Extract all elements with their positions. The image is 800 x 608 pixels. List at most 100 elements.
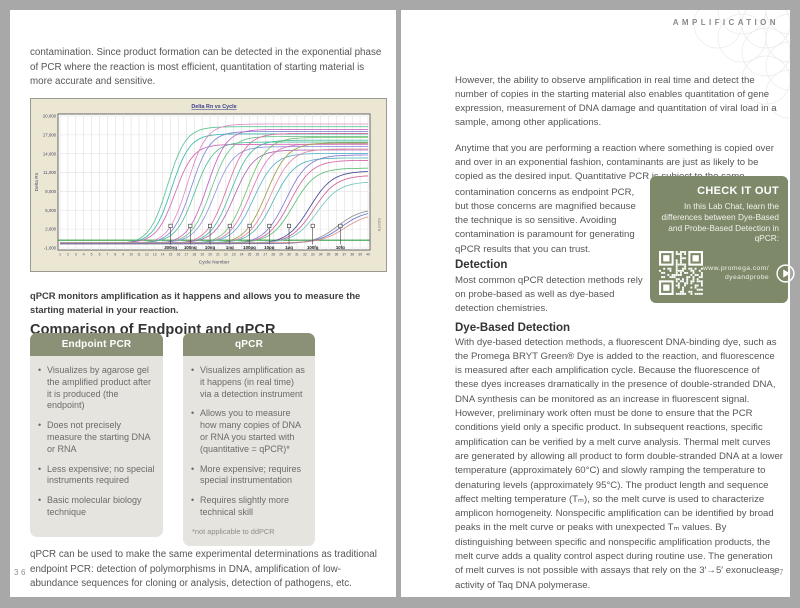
svg-text:1pg: 1pg (285, 245, 293, 250)
svg-text:11,000: 11,000 (43, 170, 56, 175)
svg-text:300ng: 300ng (164, 245, 177, 250)
qpcr-box: qPCR Visualizes amplification as it happ… (183, 333, 315, 546)
intro-paragraph: contamination. Since product formation c… (30, 46, 382, 88)
endpoint-pcr-box-title: Endpoint PCR (30, 333, 163, 356)
svg-text:-1,000: -1,000 (44, 246, 57, 251)
svg-text:19: 19 (200, 253, 204, 257)
svg-text:17,000: 17,000 (43, 132, 57, 137)
svg-text:10fg: 10fg (336, 245, 345, 250)
svg-text:100fg: 100fg (307, 245, 319, 250)
svg-text:12: 12 (145, 253, 149, 257)
svg-text:4: 4 (83, 253, 85, 257)
checkout-url-line1: www.promega.com/ (703, 265, 770, 272)
qr-code[interactable] (659, 251, 703, 295)
svg-text:2,000: 2,000 (45, 227, 56, 232)
svg-text:32: 32 (303, 253, 307, 257)
document-page-right: AMPLIFICATION However, the ability to ob… (401, 10, 795, 597)
svg-text:Delta Rn: Delta Rn (34, 172, 40, 191)
svg-text:21: 21 (216, 253, 220, 257)
svg-text:10: 10 (129, 253, 133, 257)
svg-text:37: 37 (342, 253, 346, 257)
svg-text:30: 30 (287, 253, 291, 257)
body-paragraph-2a: Anytime that you are performing a reacti… (455, 142, 774, 183)
checkout-url-link[interactable]: www.promega.com/ dyeandprobe (703, 264, 775, 282)
body-paragraph-1: However, the ability to observe amplific… (455, 74, 777, 129)
svg-text:18: 18 (192, 253, 196, 257)
figure-caption: qPCR monitors amplification as it happen… (30, 290, 361, 315)
qpcr-bullet: Visualizes amplification as it happens (… (191, 365, 307, 400)
check-it-out-callout: CHECK IT OUT In this Lab Chat, learn the… (650, 176, 795, 303)
svg-text:25: 25 (248, 253, 252, 257)
svg-text:3: 3 (75, 253, 77, 257)
svg-text:36: 36 (335, 253, 339, 257)
qpcr-box-title: qPCR (183, 333, 315, 356)
dye-based-detection-paragraph: With dye-based detection methods, a fluo… (455, 336, 783, 591)
svg-text:100pg: 100pg (243, 245, 256, 250)
endpoint-bullet: Basic molecular biology technique (38, 495, 155, 519)
check-it-out-title: CHECK IT OUT (697, 185, 779, 197)
svg-text:15: 15 (169, 253, 173, 257)
endpoint-bullet: Does not precisely measure the starting … (38, 420, 155, 455)
svg-text:6305TB: 6305TB (377, 218, 381, 232)
svg-text:7: 7 (106, 253, 108, 257)
endpoint-bullet: Visualizes by agarose gel the amplified … (38, 365, 155, 412)
svg-text:5: 5 (91, 253, 93, 257)
endpoint-pcr-box-body: Visualizes by agarose gel the amplified … (30, 356, 163, 537)
body-paragraph-2b: contamination concerns as endpoint PCR, … (455, 186, 636, 255)
check-it-out-footer: www.promega.com/ dyeandprobe (659, 251, 795, 295)
svg-text:1ng: 1ng (226, 245, 234, 250)
qpcr-box-body: Visualizes amplification as it happens (… (183, 356, 315, 546)
svg-text:Delta Rn vs Cycle: Delta Rn vs Cycle (191, 104, 236, 110)
document-page-left: contamination. Since product formation c… (10, 10, 396, 597)
svg-text:8,000: 8,000 (45, 189, 56, 194)
svg-text:9: 9 (122, 253, 124, 257)
svg-text:2: 2 (67, 253, 69, 257)
svg-text:40: 40 (366, 253, 370, 257)
detection-paragraph: Most common qPCR detection methods rely … (455, 274, 643, 315)
svg-text:29: 29 (279, 253, 283, 257)
qpcr-chart-svg: 20,000 17,000 14,000 11,000 8,000 5,000 2,000 -… (30, 98, 387, 272)
qpcr-bullet: More expensive; requires special instrum… (191, 464, 307, 488)
svg-text:26: 26 (256, 253, 260, 257)
outro-paragraph: qPCR can be used to make the same experi… (30, 548, 377, 590)
svg-text:27: 27 (263, 253, 267, 257)
svg-text:38: 38 (350, 253, 354, 257)
svg-text:28: 28 (271, 253, 275, 257)
svg-text:6: 6 (99, 253, 101, 257)
svg-text:1: 1 (59, 253, 61, 257)
svg-text:23: 23 (232, 253, 236, 257)
svg-text:10pg: 10pg (264, 245, 275, 250)
svg-text:14: 14 (161, 253, 165, 257)
svg-text:24: 24 (240, 253, 244, 257)
svg-text:34: 34 (319, 253, 323, 257)
svg-text:8: 8 (114, 253, 116, 257)
qpcr-box-footnote: *not applicable to ddPCR (192, 526, 275, 536)
qpcr-bullet: Requires slightly more technical skill (191, 495, 307, 519)
play-button-icon[interactable] (775, 263, 796, 284)
check-it-out-body: In this Lab Chat, learn the differences … (661, 201, 779, 244)
svg-text:33: 33 (311, 253, 315, 257)
detection-heading: Detection (455, 258, 508, 271)
svg-text:22: 22 (224, 253, 228, 257)
qpcr-amplification-chart: 20,000 17,000 14,000 11,000 8,000 5,000 2,000 -… (30, 98, 387, 272)
svg-text:13: 13 (153, 253, 157, 257)
svg-text:16: 16 (177, 253, 181, 257)
checkout-url-line2: dyeandprobe (725, 274, 770, 281)
svg-text:10ng: 10ng (205, 245, 216, 250)
svg-text:Cycle Number: Cycle Number (199, 260, 230, 266)
qpcr-bullet: Allows you to measure how many copies of… (191, 408, 307, 455)
svg-text:20: 20 (208, 253, 212, 257)
section-header-amplification: AMPLIFICATION (672, 18, 779, 27)
svg-text:35: 35 (327, 253, 331, 257)
dye-based-detection-heading: Dye-Based Detection (455, 321, 571, 334)
page-number-left: 36 (14, 568, 28, 577)
endpoint-pcr-box: Endpoint PCR Visualizes by agarose gel t… (30, 333, 163, 537)
svg-text:14,000: 14,000 (43, 151, 57, 156)
svg-text:11: 11 (137, 253, 141, 257)
endpoint-bullet: Less expensive; no special instruments r… (38, 464, 155, 488)
svg-text:100ng: 100ng (184, 245, 197, 250)
svg-text:20,000: 20,000 (43, 114, 57, 119)
svg-text:5,000: 5,000 (45, 208, 56, 213)
page-number-right: 37 (772, 568, 786, 577)
svg-text:39: 39 (358, 253, 362, 257)
